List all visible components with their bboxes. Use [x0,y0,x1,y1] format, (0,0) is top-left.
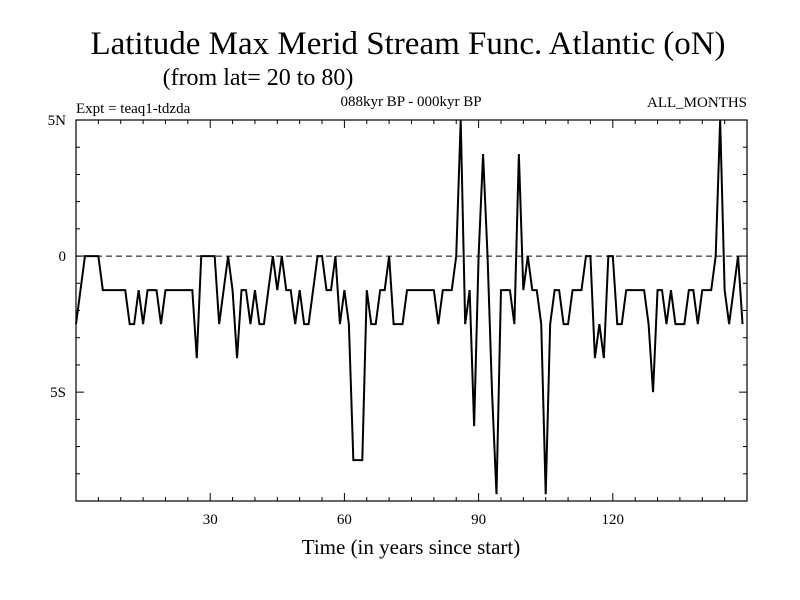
y-tick-label: 0 [59,249,67,265]
chart-subtitle: (from lat= 20 to 80) [163,65,354,91]
y-tick-labels: 5N 0 5S [48,113,67,401]
months-label: ALL_MONTHS [647,95,747,111]
x-tick-label: 30 [203,512,218,528]
x-tick-label: 120 [602,512,625,528]
x-tick-label: 60 [337,512,352,528]
period-label: 088kyr BP - 000kyr BP [340,94,481,110]
y-tick-label: 5S [50,385,66,401]
y-tick-label: 5N [48,113,67,129]
chart-title: Latitude Max Merid Stream Func. Atlantic… [90,26,725,62]
axis-ticks [76,119,747,501]
experiment-label: Expt = teaq1-tdzda [76,101,191,117]
x-tick-label: 90 [471,512,486,528]
x-tick-labels: 30 60 90 120 [203,512,624,528]
x-axis-label: Time (in years since start) [302,535,521,559]
series-line [75,119,744,495]
